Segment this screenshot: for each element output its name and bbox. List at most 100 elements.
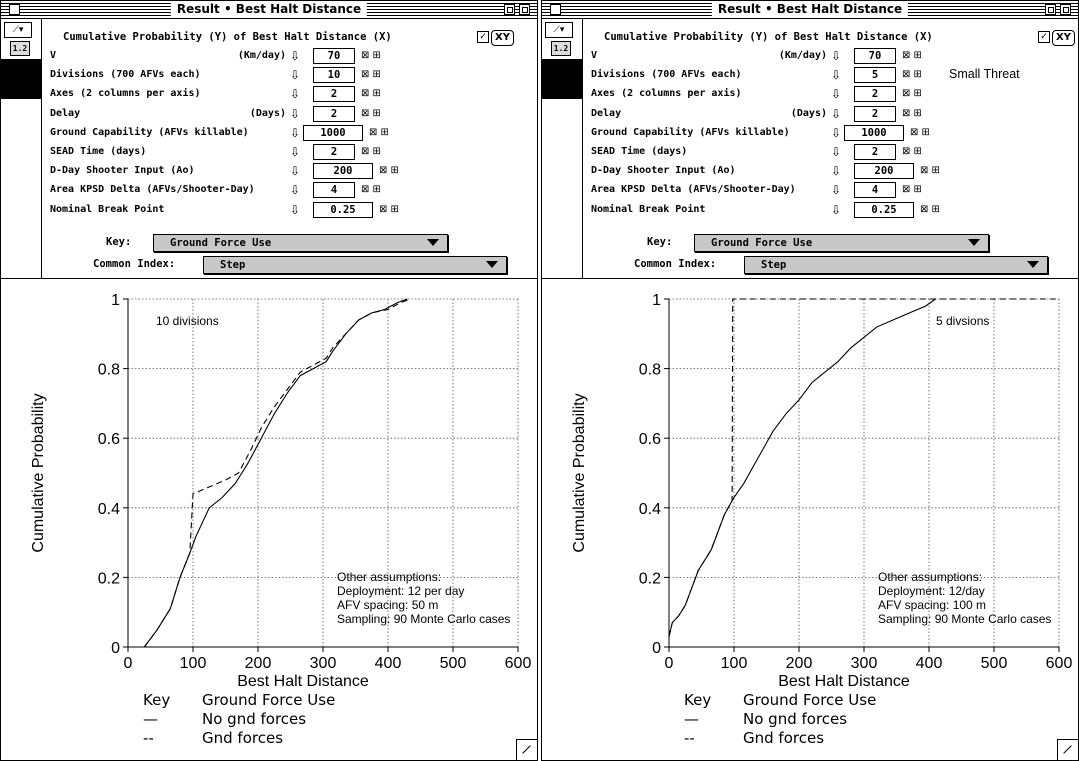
step-down-arrow-icon[interactable]: ⇩ (290, 164, 301, 179)
xy-checkbox[interactable]: ✓ (1038, 31, 1050, 43)
y-tick-label: 0 (652, 640, 661, 657)
param-value-field[interactable]: 0.25 (313, 201, 373, 218)
definition-icons[interactable]: ⊠ ⊞ (920, 203, 940, 215)
table-view-icon[interactable]: 1.2 (551, 41, 571, 56)
result-window-left[interactable]: Result • Best Halt Distance ⟋▾ 1.2 Cumul… (0, 0, 538, 761)
title-bar[interactable]: Result • Best Halt Distance (1, 1, 537, 19)
step-down-arrow-icon[interactable]: ⇩ (290, 145, 301, 159)
legend-title: Ground Force Use (202, 691, 335, 709)
key-dropdown-value: Ground Force Use (170, 237, 272, 249)
result-window-right[interactable]: Result • Best Halt Distance ⟋▾ 1.2 Cumul… (541, 0, 1079, 761)
key-dropdown[interactable]: Ground Force Use (153, 234, 448, 252)
x-tick-label: 300 (310, 655, 337, 672)
definition-icons[interactable]: ⊠ ⊞ (361, 146, 381, 157)
param-value-field[interactable]: 2 (313, 144, 355, 160)
resize-grip-icon[interactable] (516, 739, 537, 760)
y-axis-title: Cumulative Probability (571, 393, 588, 552)
param-label: Axes (2 columns per axis) (50, 88, 201, 100)
xy-checkbox[interactable]: ✓ (477, 31, 489, 43)
step-down-arrow-icon[interactable]: ⇩ (831, 87, 842, 102)
param-label: V (591, 50, 598, 61)
table-view-icon[interactable]: 1.2 (10, 41, 30, 56)
xy-button[interactable]: XY (1052, 30, 1075, 46)
definition-icons[interactable]: ⊠ ⊞ (902, 50, 922, 61)
definition-icons[interactable]: ⊠ ⊞ (920, 165, 940, 177)
collapse-box[interactable] (1045, 4, 1056, 15)
step-down-arrow-icon[interactable]: ⇩ (831, 202, 842, 217)
title-bar[interactable]: Result • Best Halt Distance (542, 1, 1078, 19)
x-tick-label: 500 (440, 655, 467, 672)
step-down-arrow-icon[interactable]: ⇩ (831, 106, 842, 121)
step-down-arrow-icon[interactable]: ⇩ (290, 125, 301, 140)
param-value-field[interactable]: 1000 (303, 124, 363, 141)
param-label: Nominal Break Point (591, 203, 706, 215)
definition-icons[interactable]: ⊠ ⊞ (361, 69, 381, 81)
step-down-arrow-icon[interactable]: ⇩ (290, 87, 301, 102)
param-value-field[interactable]: 200 (854, 163, 914, 180)
definition-icons[interactable]: ⊠ ⊞ (361, 50, 381, 61)
step-down-arrow-icon[interactable]: ⇩ (831, 164, 842, 179)
definition-icons[interactable]: ⊠ ⊞ (902, 88, 922, 100)
param-label: Delay (50, 107, 81, 119)
step-down-arrow-icon[interactable]: ⇩ (290, 183, 301, 198)
x-tick-label: 0 (665, 655, 674, 672)
param-value-field[interactable]: 2 (854, 144, 896, 160)
definition-icons[interactable]: ⊠ ⊞ (361, 184, 381, 196)
step-down-arrow-icon[interactable]: ⇩ (290, 68, 301, 83)
definition-icons[interactable]: ⊠ ⊞ (369, 126, 389, 138)
definition-icons[interactable]: ⊠ ⊞ (379, 203, 399, 215)
resize-grip-icon[interactable] (1057, 739, 1078, 760)
param-row: Area KPSD Delta (AFVs/Shooter-Day) ⇩ 4 ⊠ ⊞ (591, 182, 1071, 199)
zoom-box[interactable] (1060, 4, 1071, 15)
step-down-arrow-icon[interactable]: ⇩ (831, 49, 842, 63)
step-down-arrow-icon[interactable]: ⇩ (831, 183, 842, 198)
close-box[interactable] (550, 4, 561, 15)
definition-icons[interactable]: ⊠ ⊞ (902, 69, 922, 81)
assumption-line: Other assumptions: (337, 570, 441, 584)
param-value-field[interactable]: 200 (313, 163, 373, 180)
param-value-field[interactable]: 70 (854, 48, 896, 64)
step-down-arrow-icon[interactable]: ⇩ (831, 145, 842, 159)
definition-icons[interactable]: ⊠ ⊞ (361, 107, 381, 119)
step-down-arrow-icon[interactable]: ⇩ (831, 68, 842, 83)
collapse-box[interactable] (504, 4, 515, 15)
close-box[interactable] (9, 4, 20, 15)
step-down-arrow-icon[interactable]: ⇩ (290, 202, 301, 217)
definition-icons[interactable]: ⊠ ⊞ (902, 146, 922, 157)
definition-icons[interactable]: ⊠ ⊞ (361, 88, 381, 100)
step-down-arrow-icon[interactable]: ⇩ (290, 106, 301, 121)
xy-button[interactable]: XY (491, 30, 514, 46)
param-value-field[interactable]: 2 (854, 86, 896, 103)
assumption-line: Deployment: 12/day (878, 584, 985, 598)
index-dropdown[interactable]: Step (203, 256, 507, 274)
definition-icons[interactable]: ⊠ ⊞ (902, 107, 922, 119)
param-value-field[interactable]: 70 (313, 48, 355, 64)
param-value-field[interactable]: 10 (313, 67, 355, 84)
param-row: Delay (Days) ⇩ 2 ⊠ ⊞ (50, 105, 530, 123)
x-axis-title: Best Halt Distance (778, 673, 910, 690)
param-value-field[interactable]: 5 (854, 67, 896, 84)
x-tick-label: 100 (721, 655, 748, 672)
plot-area: 0 100 200 300 400 500 600 0 0.2 0.4 0.6 0.8 1 Best Ha… (1, 279, 537, 760)
param-value-field[interactable]: 4 (313, 182, 355, 199)
index-label: Common Index: (634, 258, 717, 270)
index-dropdown[interactable]: Step (744, 256, 1048, 274)
param-value-field[interactable]: 0.25 (854, 201, 914, 218)
param-value-field[interactable]: 2 (313, 86, 355, 103)
param-value-field[interactable]: 4 (854, 182, 896, 199)
graph-type-icon[interactable]: ⟋▾ (545, 22, 573, 38)
step-down-arrow-icon[interactable]: ⇩ (290, 49, 301, 63)
step-down-arrow-icon[interactable]: ⇩ (831, 125, 842, 140)
definition-icons[interactable]: ⊠ ⊞ (379, 165, 399, 177)
graph-type-icon[interactable]: ⟋▾ (4, 22, 32, 38)
param-row: V (Km/day) ⇩ 70 ⊠ ⊞ (591, 48, 1071, 65)
param-value-field[interactable]: 2 (313, 105, 355, 122)
zoom-box[interactable] (519, 4, 530, 15)
param-unit: (Days) (249, 107, 286, 119)
definition-icons[interactable]: ⊠ ⊞ (910, 126, 930, 138)
definition-icons[interactable]: ⊠ ⊞ (902, 184, 922, 196)
color-swatch (542, 59, 582, 99)
param-value-field[interactable]: 2 (854, 105, 896, 122)
key-dropdown[interactable]: Ground Force Use (694, 234, 989, 252)
param-value-field[interactable]: 1000 (844, 124, 904, 141)
